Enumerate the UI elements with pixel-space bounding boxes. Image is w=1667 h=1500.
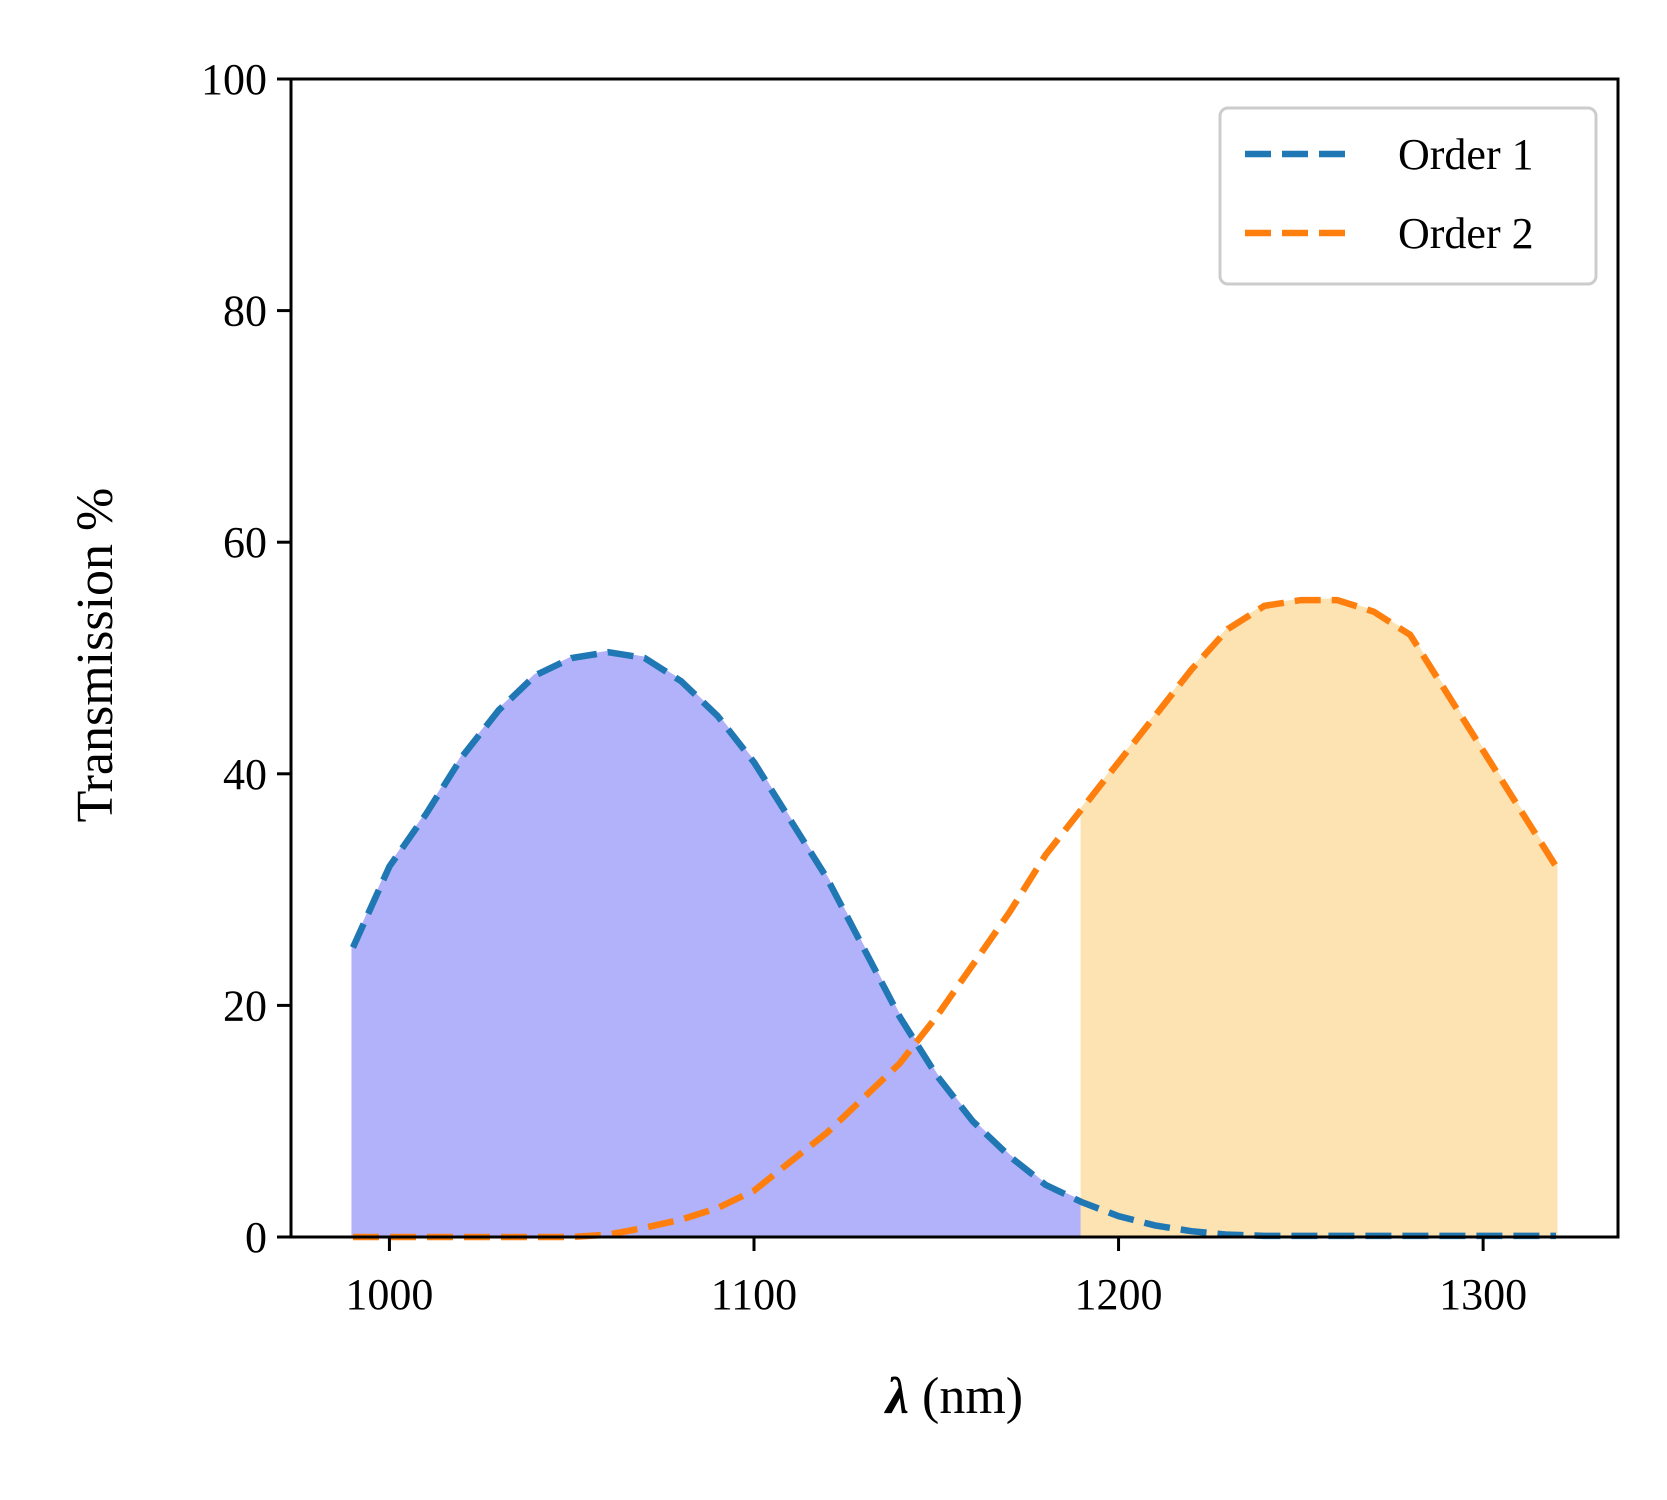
x-tick-label-1200: 1200 xyxy=(1075,1270,1163,1319)
legend-label-order-1: Order 1 xyxy=(1398,130,1534,179)
plot-frame xyxy=(289,77,1620,1239)
fill-layer xyxy=(351,598,1558,1239)
y-tick-label-0: 0 xyxy=(245,1213,267,1262)
y-tick-label-40: 40 xyxy=(223,750,267,799)
legend: Order 1 Order 2 xyxy=(1218,106,1598,286)
y-tick-label-80: 80 xyxy=(223,287,267,336)
legend-label-order-2: Order 2 xyxy=(1398,209,1534,258)
x-tick-label-1100: 1100 xyxy=(711,1270,797,1319)
y-tick-label-60: 60 xyxy=(223,518,267,567)
fill-area-order-2 xyxy=(1080,598,1558,1239)
x-tick-label-1300: 1300 xyxy=(1439,1270,1527,1319)
y-tick-label-100: 100 xyxy=(201,55,267,104)
legend-box xyxy=(1218,106,1598,286)
series-line-order-1 xyxy=(350,648,1557,1240)
ticks-layer: 1000 1100 1200 1300 0 20 40 60 80 100 xyxy=(201,55,1527,1319)
x-axis-label: λ (nm) xyxy=(884,1368,1023,1425)
x-tick-label-1000: 1000 xyxy=(345,1270,433,1319)
y-tick-label-20: 20 xyxy=(223,981,267,1030)
y-axis-label: Transmission % xyxy=(67,488,124,823)
